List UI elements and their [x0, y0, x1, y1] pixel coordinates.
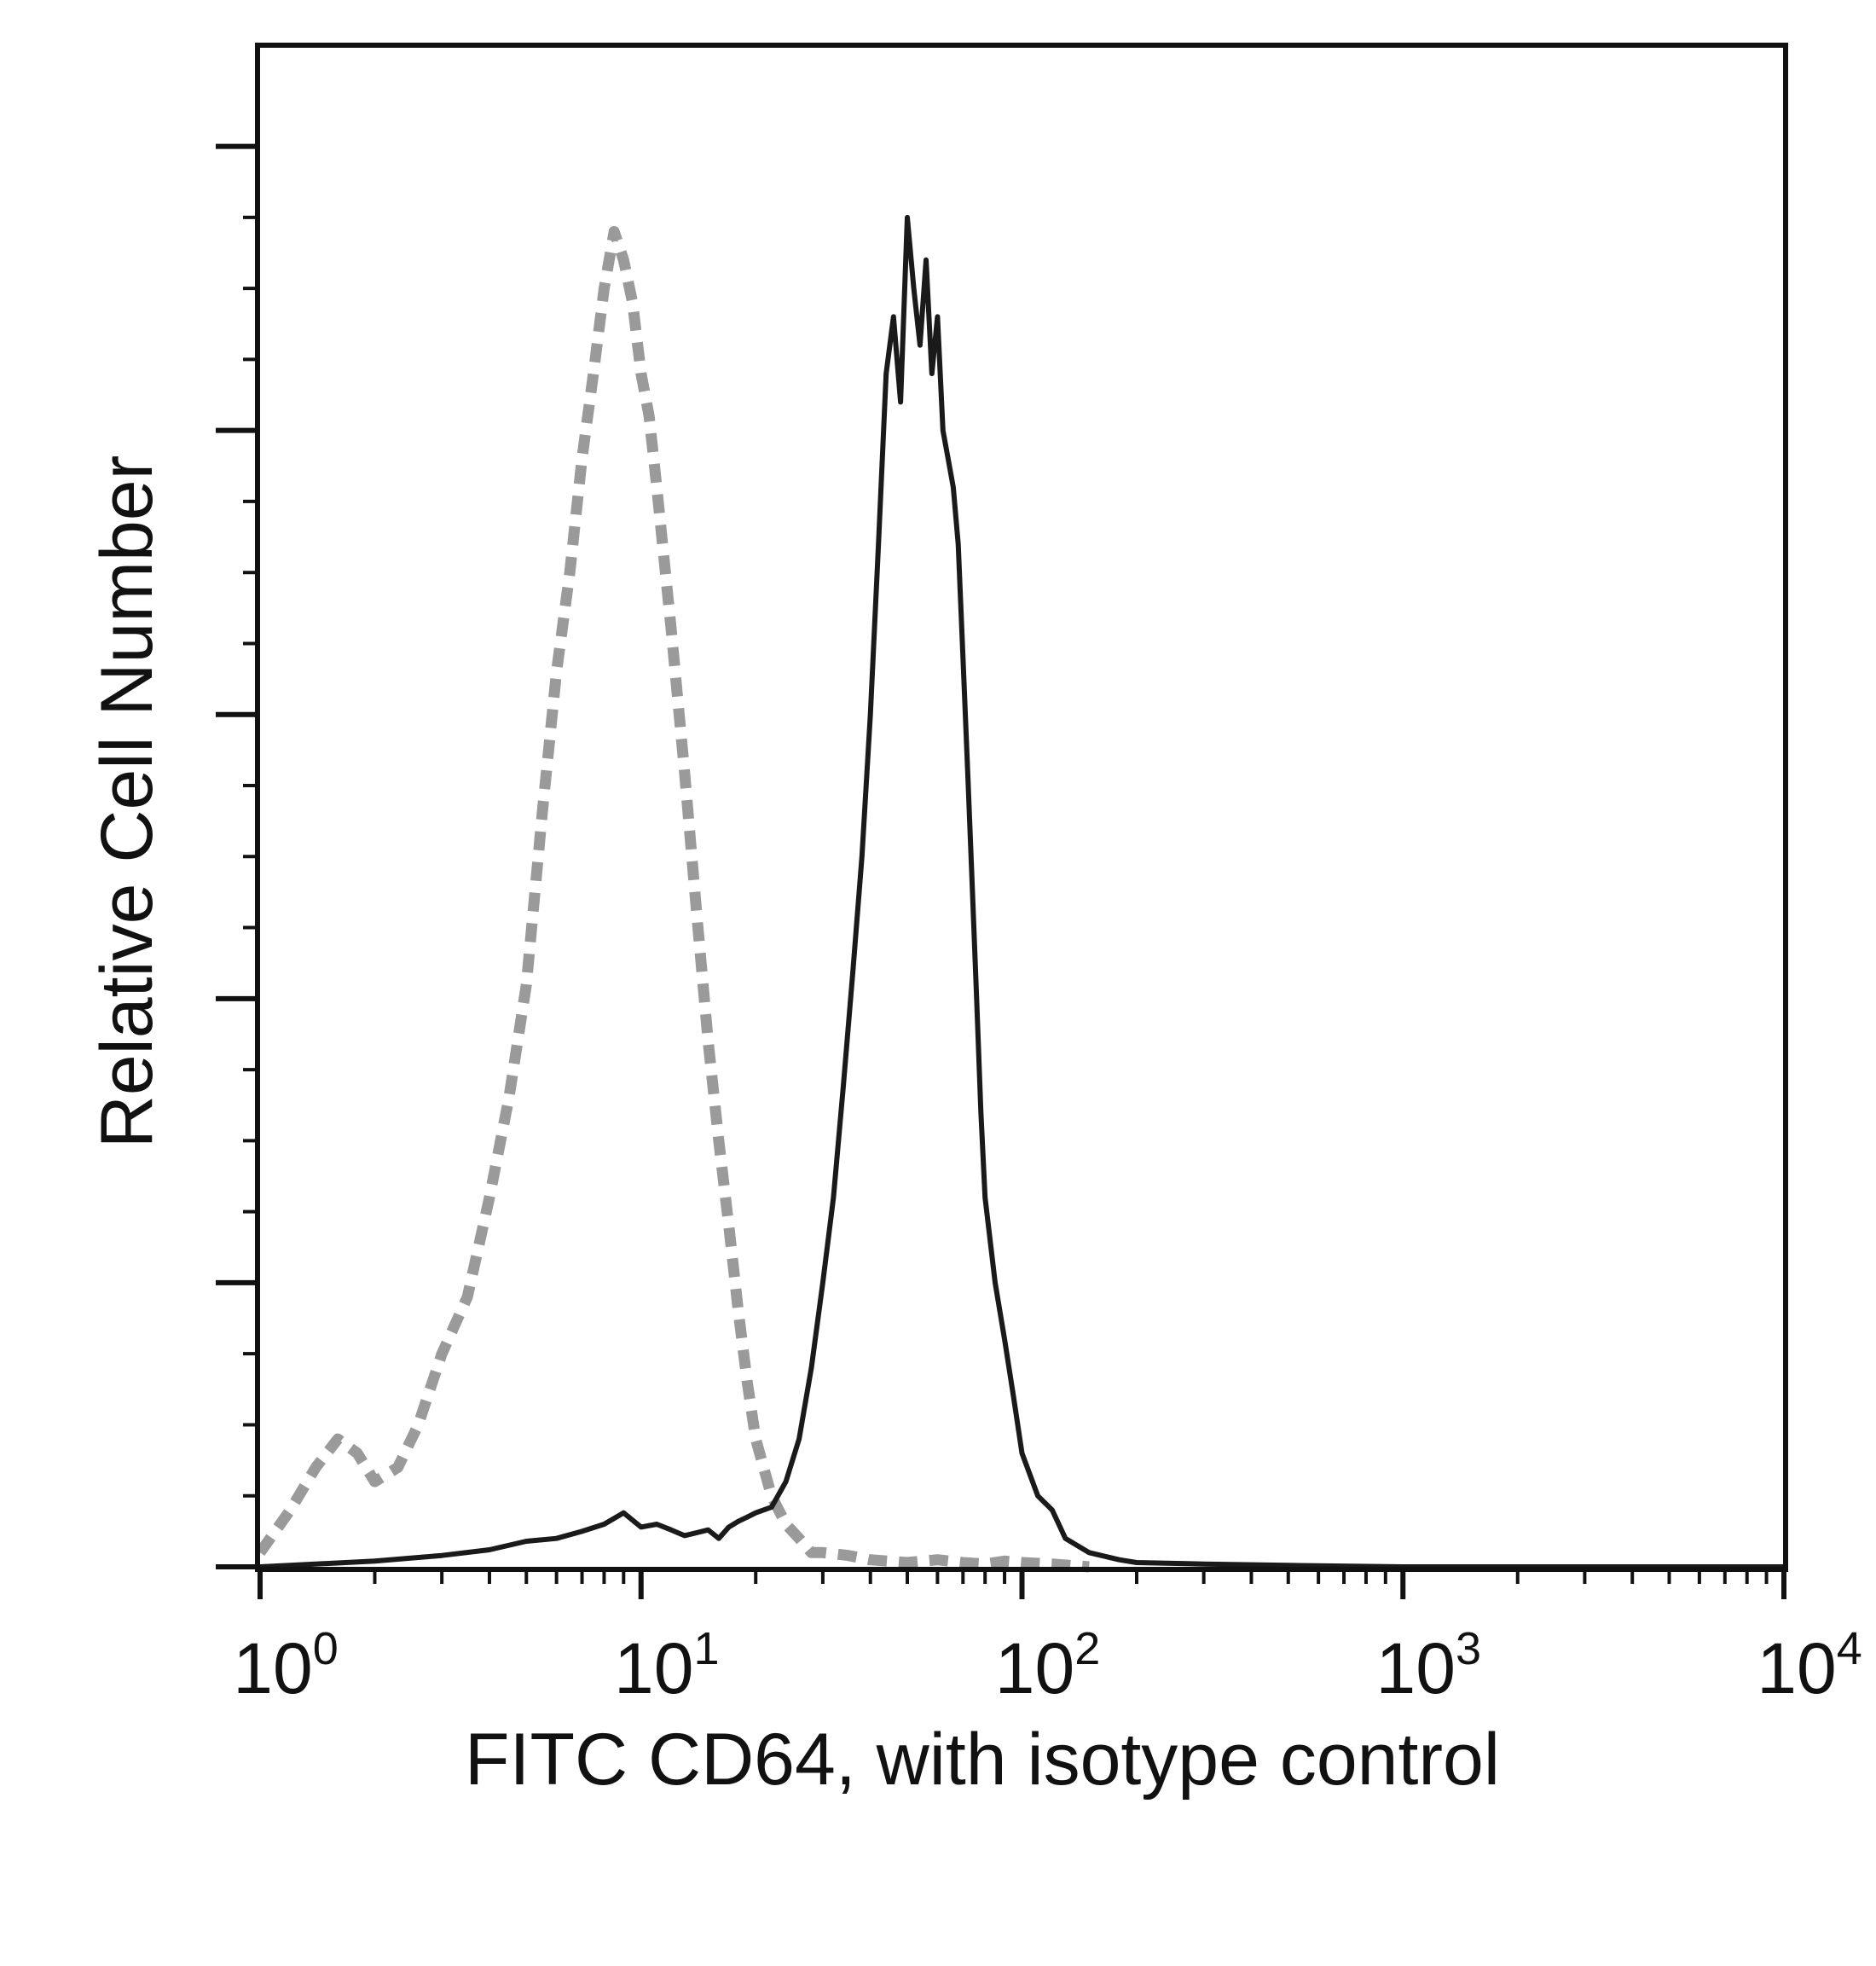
plot-frame: [255, 43, 1788, 1572]
x-tick-base: 10: [233, 1628, 312, 1708]
y-axis-label: Relative Cell Number: [86, 455, 168, 1149]
x-tick-exponent: 0: [313, 1623, 339, 1674]
x-tick-label: 103: [1376, 1623, 1481, 1708]
series-layer: [255, 214, 1784, 1573]
x-tick-label: 102: [995, 1623, 1100, 1708]
x-tick-base: 10: [1757, 1628, 1836, 1708]
x-tick-exponent: 1: [693, 1623, 719, 1674]
x-tick-label: 101: [614, 1623, 719, 1708]
x-tick-base: 10: [1376, 1628, 1456, 1708]
labels-layer: 100 101 102 103 104: [233, 1623, 1862, 1708]
ticks-layer: [216, 143, 1786, 1599]
series-line-isotype-dashed: [255, 226, 1090, 1573]
x-tick-label: 100: [233, 1623, 338, 1708]
series-line-cd64-solid: [259, 214, 1784, 1569]
x-tick-base: 10: [614, 1628, 693, 1708]
x-tick-label: 104: [1757, 1623, 1862, 1708]
x-tick-exponent: 4: [1837, 1623, 1862, 1674]
x-tick-exponent: 2: [1074, 1623, 1100, 1674]
x-tick-exponent: 3: [1456, 1623, 1481, 1674]
x-tick-base: 10: [995, 1628, 1074, 1708]
x-axis-label: FITC CD64, with isotype control: [465, 1719, 1500, 1801]
